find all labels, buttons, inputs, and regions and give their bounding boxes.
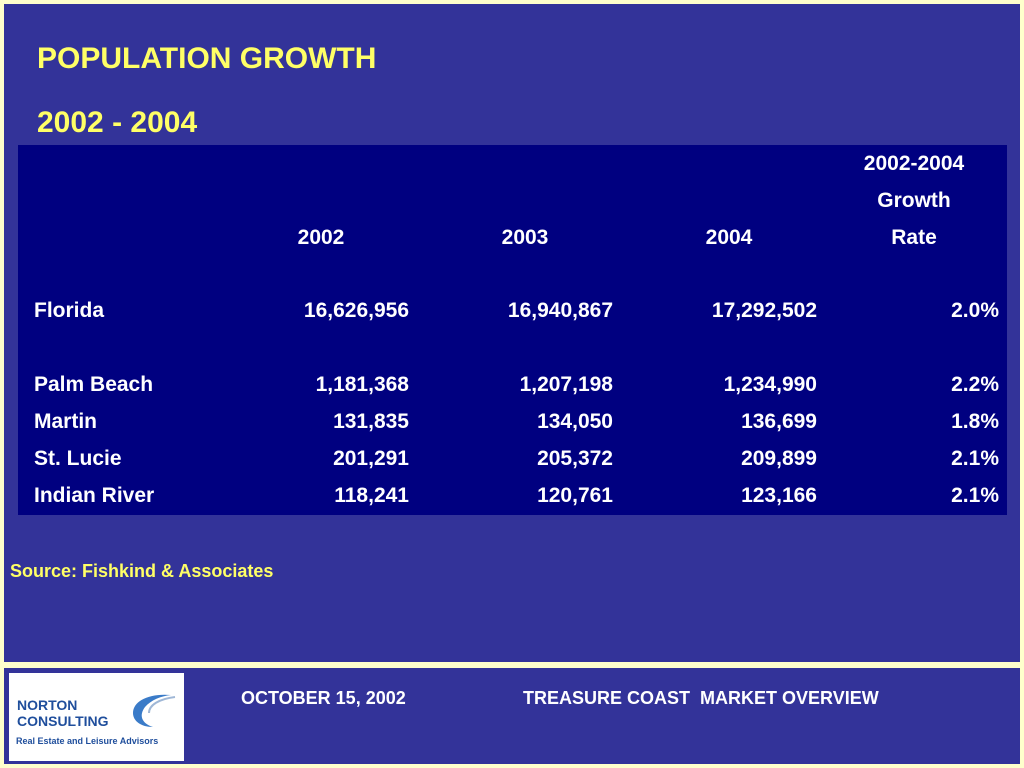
cell-2002: 201,291: [333, 447, 409, 470]
logo-name-line1: NORTON: [17, 697, 78, 713]
cell-2003: 120,761: [537, 484, 613, 507]
header-2003: 2003: [501, 226, 549, 249]
cell-2002: 16,626,956: [303, 299, 409, 322]
header-2002: 2002: [297, 226, 345, 249]
footer-title: TREASURE COAST MARKET OVERVIEW: [523, 688, 879, 708]
company-logo: NORTON CONSULTING Real Estate and Leisur…: [9, 673, 184, 761]
row-label: Indian River: [34, 484, 155, 507]
cell-rate: 2.0%: [951, 299, 999, 322]
header-rate-line1: 2002-2004: [863, 152, 965, 175]
cell-2003: 1,207,198: [519, 373, 613, 396]
row-label: St. Lucie: [34, 447, 122, 470]
population-table: 2002-2004 Growth Rate 2002 2003 2004 Flo…: [18, 145, 1007, 515]
header-rate-line3: Rate: [891, 226, 937, 249]
footer: NORTON CONSULTING Real Estate and Leisur…: [4, 668, 1020, 764]
cell-2003: 134,050: [537, 410, 613, 433]
cell-2002: 1,181,368: [315, 373, 409, 396]
row-label: Martin: [34, 410, 97, 433]
cell-2002: 131,835: [333, 410, 409, 433]
header-rate-line2: Growth: [877, 189, 951, 212]
logo-tagline: Real Estate and Leisure Advisors: [16, 736, 159, 746]
logo-name-line2: CONSULTING: [17, 713, 109, 729]
header-2004: 2004: [705, 226, 753, 249]
cell-2004: 1,234,990: [723, 373, 817, 396]
source-note: Source: Fishkind & Associates: [10, 561, 274, 581]
row-label: Florida: [34, 299, 105, 322]
row-label: Palm Beach: [34, 373, 154, 396]
cell-2003: 16,940,867: [507, 299, 613, 322]
logo-swoosh-icon: [133, 694, 176, 727]
slide-title: POPULATION GROWTH: [37, 42, 377, 75]
cell-2004: 123,166: [741, 484, 817, 507]
cell-2002: 118,241: [334, 484, 409, 507]
cell-2004: 17,292,502: [711, 299, 817, 322]
cell-rate: 2.1%: [951, 447, 999, 470]
cell-2003: 205,372: [537, 447, 613, 470]
footer-date: OCTOBER 15, 2002: [241, 688, 406, 708]
slide-subtitle: 2002 - 2004: [37, 106, 198, 139]
cell-rate: 2.1%: [951, 484, 999, 507]
cell-2004: 136,699: [741, 410, 817, 433]
cell-rate: 2.2%: [951, 373, 999, 396]
cell-rate: 1.8%: [951, 410, 999, 433]
cell-2004: 209,899: [741, 447, 817, 470]
main-panel: POPULATION GROWTH 2002 - 2004 2002-2004 …: [4, 4, 1020, 662]
